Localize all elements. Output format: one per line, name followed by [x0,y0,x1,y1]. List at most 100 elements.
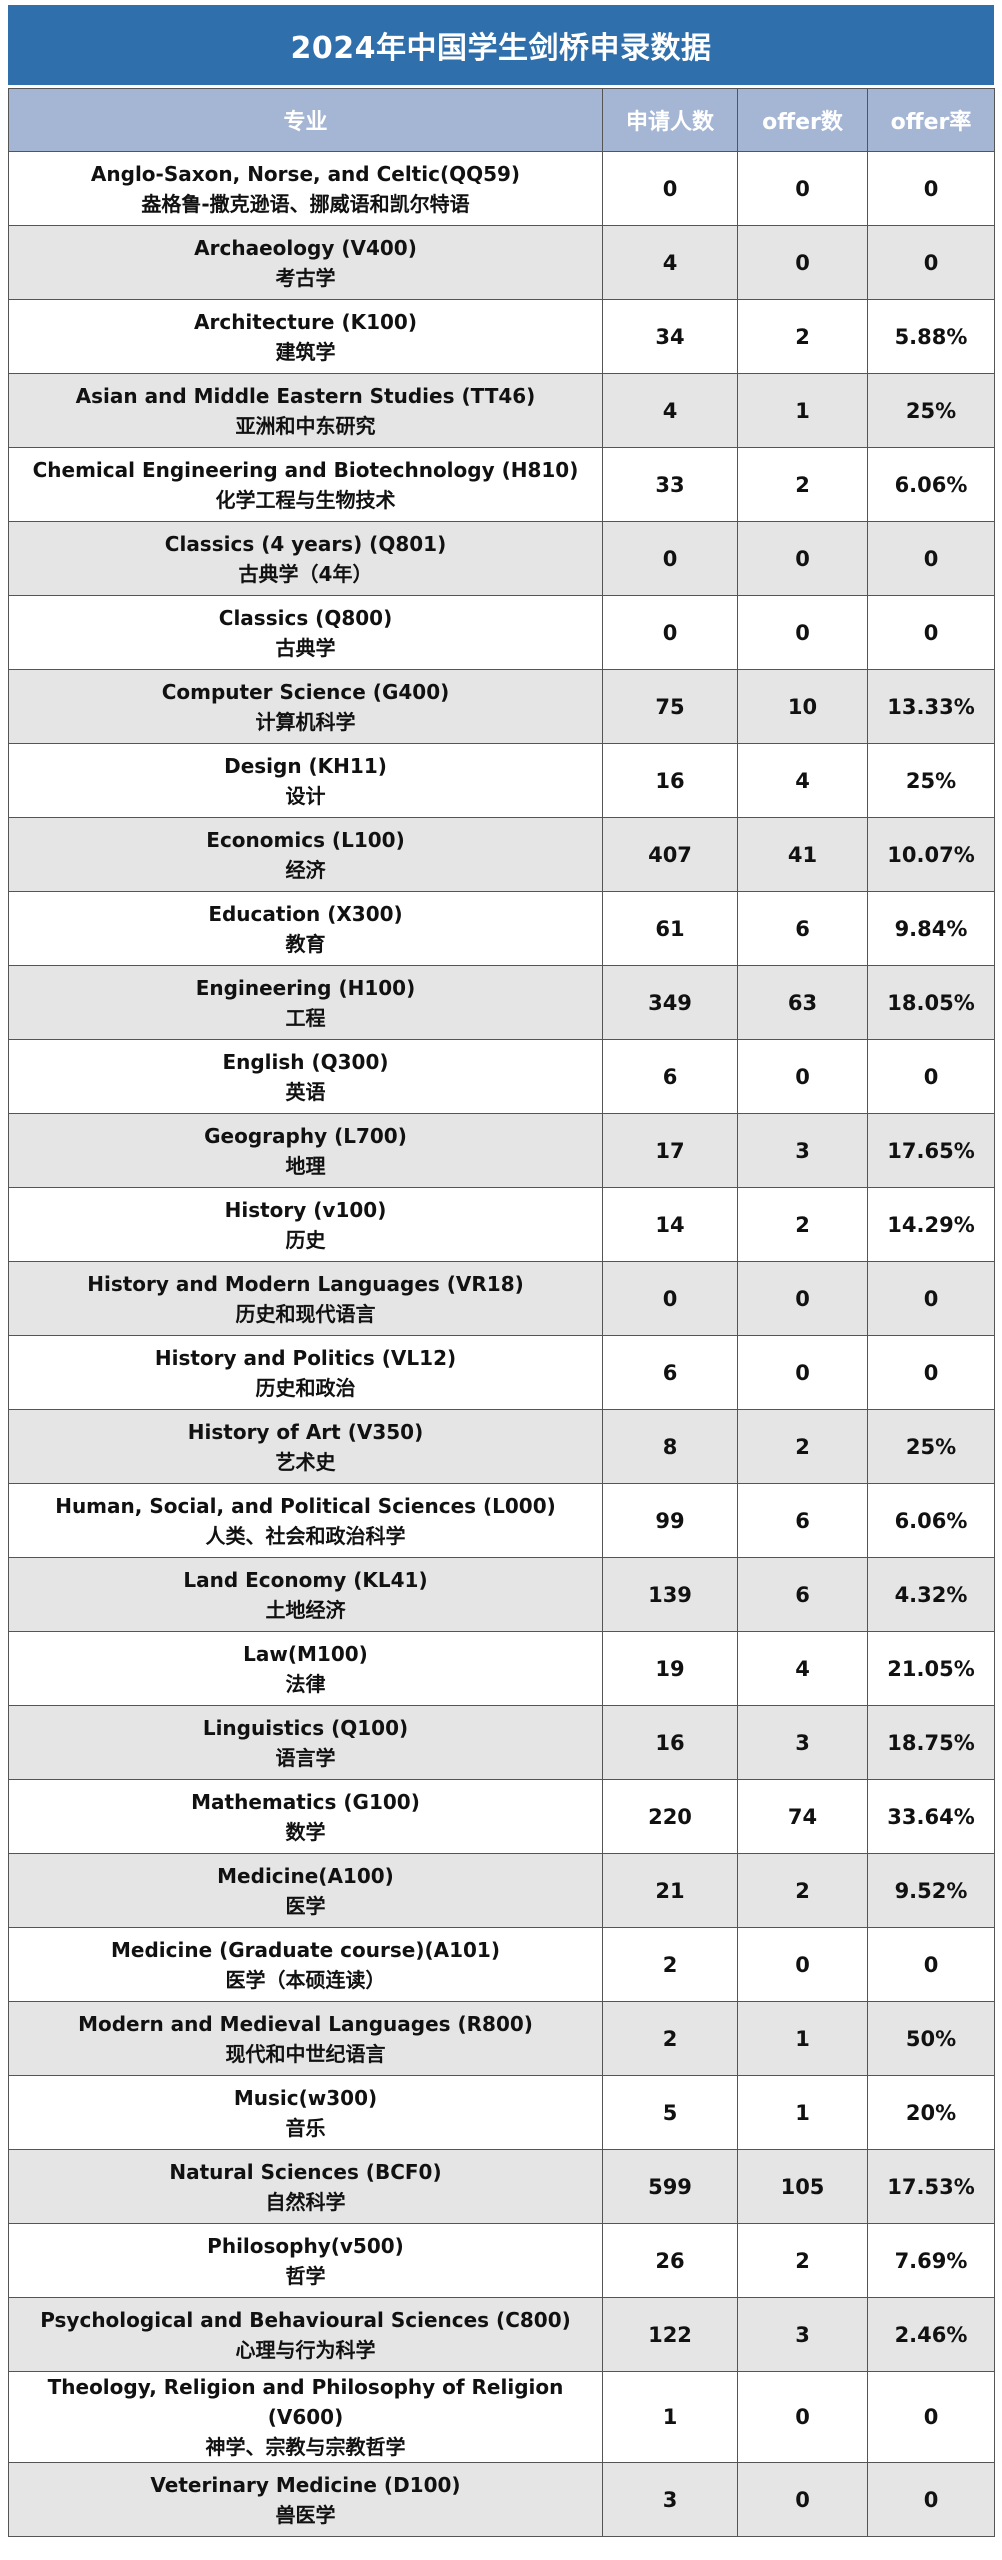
major-cell: Music(w300) 音乐 [8,2075,603,2150]
table-row: Land Economy (KL41) 土地经济 139 6 4.32% [8,1557,995,1632]
offers-cell: 1 [737,2001,868,2076]
major-name-en: Architecture (K100) [194,309,417,334]
offer-rate-cell: 14.29% [867,1187,995,1262]
offers-cell: 3 [737,1113,868,1188]
offers-cell: 41 [737,817,868,892]
applicants-cell: 220 [602,1779,738,1854]
offers-cell: 0 [737,151,868,226]
applicants-cell: 122 [602,2297,738,2372]
major-name-en: Philosophy(v500) [207,2233,404,2258]
applicants-cell: 61 [602,891,738,966]
offer-rate-cell: 7.69% [867,2223,995,2298]
applicants-cell: 16 [602,1705,738,1780]
table-row: Linguistics (Q100) 语言学 16 3 18.75% [8,1705,995,1780]
major-name-en: Classics (4 years) (Q801) [164,531,447,556]
major-cell: History of Art (V350) 艺术史 [8,1409,603,1484]
offers-cell: 6 [737,891,868,966]
applicants-cell: 33 [602,447,738,522]
applicants-cell: 1 [602,2371,738,2463]
offer-rate-cell: 18.05% [867,965,995,1040]
offers-cell: 10 [737,669,868,744]
offer-rate-cell: 0 [867,595,995,670]
offer-rate-cell: 33.64% [867,1779,995,1854]
major-cell: Law(M100) 法律 [8,1631,603,1706]
major-cell: Modern and Medieval Languages (R800) 现代和中… [8,2001,603,2076]
applicants-cell: 2 [602,1927,738,2002]
major-name-zh: 英语 [285,1079,326,1104]
table-row: Human, Social, and Political Sciences (L… [8,1483,995,1558]
offer-rate-cell: 5.88% [867,299,995,374]
major-name-en: History and Modern Languages (VR18) [87,1271,524,1296]
table-row: History of Art (V350) 艺术史 8 2 25% [8,1409,995,1484]
major-name-en: History and Politics (VL12) [154,1345,457,1370]
major-cell: Education (X300) 教育 [8,891,603,966]
applicants-cell: 4 [602,225,738,300]
column-header-major: 专业 [8,88,603,152]
offers-cell: 2 [737,1853,868,1928]
offers-cell: 3 [737,1705,868,1780]
table-row: Classics (4 years) (Q801) 古典学（4年） 0 0 0 [8,521,995,596]
major-name-en: Anglo-Saxon, Norse, and Celtic(QQ59) [90,161,521,186]
offers-cell: 4 [737,1631,868,1706]
offers-cell: 63 [737,965,868,1040]
major-name-zh: 医学（本硕连读） [225,1967,386,1992]
column-header-rate: offer率 [867,88,995,152]
offer-rate-cell: 0 [867,2462,995,2537]
table-row: Engineering (H100) 工程 349 63 18.05% [8,965,995,1040]
major-name-en: Classics (Q800) [218,605,393,630]
applicants-cell: 34 [602,299,738,374]
major-cell: Medicine (Graduate course)(A101) 医学（本硕连读） [8,1927,603,2002]
offer-rate-cell: 6.06% [867,1483,995,1558]
major-name-en: Medicine(A100) [217,1863,394,1888]
table-row: Anglo-Saxon, Norse, and Celtic(QQ59) 盎格鲁-… [8,151,995,226]
applicants-cell: 139 [602,1557,738,1632]
major-cell: Geography (L700) 地理 [8,1113,603,1188]
table-row: Modern and Medieval Languages (R800) 现代和中… [8,2001,995,2076]
major-name-zh: 考古学 [275,265,336,290]
major-name-en: History of Art (V350) [187,1419,424,1444]
major-name-zh: 神学、宗教与宗教哲学 [205,2435,406,2459]
applicants-cell: 19 [602,1631,738,1706]
major-name-zh: 法律 [285,1671,326,1696]
table-row: Natural Sciences (BCF0) 自然科学 599 105 17.53% [8,2149,995,2224]
major-cell: Anglo-Saxon, Norse, and Celtic(QQ59) 盎格鲁-… [8,151,603,226]
admissions-table: 专业 申请人数 offer数 offer率 Anglo-Saxon, Norse… [8,88,995,2537]
table-row: Computer Science (G400) 计算机科学 75 10 13.33% [8,669,995,744]
table-row: Architecture (K100) 建筑学 34 2 5.88% [8,299,995,374]
major-cell: Asian and Middle Eastern Studies (TT46) 亚… [8,373,603,448]
offers-cell: 2 [737,299,868,374]
offer-rate-cell: 25% [867,743,995,818]
offers-cell: 0 [737,521,868,596]
major-name-en: Natural Sciences (BCF0) [169,2159,442,2184]
major-cell: Land Economy (KL41) 土地经济 [8,1557,603,1632]
applicants-cell: 0 [602,521,738,596]
table-row: Philosophy(v500) 哲学 26 2 7.69% [8,2223,995,2298]
major-name-zh: 人类、社会和政治科学 [205,1523,406,1548]
offer-rate-cell: 10.07% [867,817,995,892]
major-cell: Classics (4 years) (Q801) 古典学（4年） [8,521,603,596]
table-row: Music(w300) 音乐 5 1 20% [8,2075,995,2150]
major-name-en: Veterinary Medicine (D100) [150,2472,461,2497]
offers-cell: 0 [737,2371,868,2463]
table-row: Classics (Q800) 古典学 0 0 0 [8,595,995,670]
major-name-en: English (Q300) [222,1049,389,1074]
offers-cell: 3 [737,2297,868,2372]
table-row: Law(M100) 法律 19 4 21.05% [8,1631,995,1706]
table-row: Economics (L100) 经济 407 41 10.07% [8,817,995,892]
table-row: History and Modern Languages (VR18) 历史和现代… [8,1261,995,1336]
major-name-en: Computer Science (G400) [161,679,450,704]
table-row: History (v100) 历史 14 2 14.29% [8,1187,995,1262]
major-name-zh: 历史 [285,1227,326,1252]
major-name-en: Law(M100) [243,1641,368,1666]
major-name-en: Psychological and Behavioural Sciences (… [40,2307,571,2332]
major-name-en: Human, Social, and Political Sciences (L… [55,1493,556,1518]
table-row: Theology, Religion and Philosophy of Rel… [8,2371,995,2463]
offer-rate-cell: 25% [867,1409,995,1484]
major-name-zh: 经济 [285,857,326,882]
offers-cell: 1 [737,2075,868,2150]
applicants-cell: 407 [602,817,738,892]
column-header-applicants: 申请人数 [602,88,738,152]
major-name-zh: 古典学（4年） [238,561,373,586]
major-name-zh: 化学工程与生物技术 [215,487,396,512]
